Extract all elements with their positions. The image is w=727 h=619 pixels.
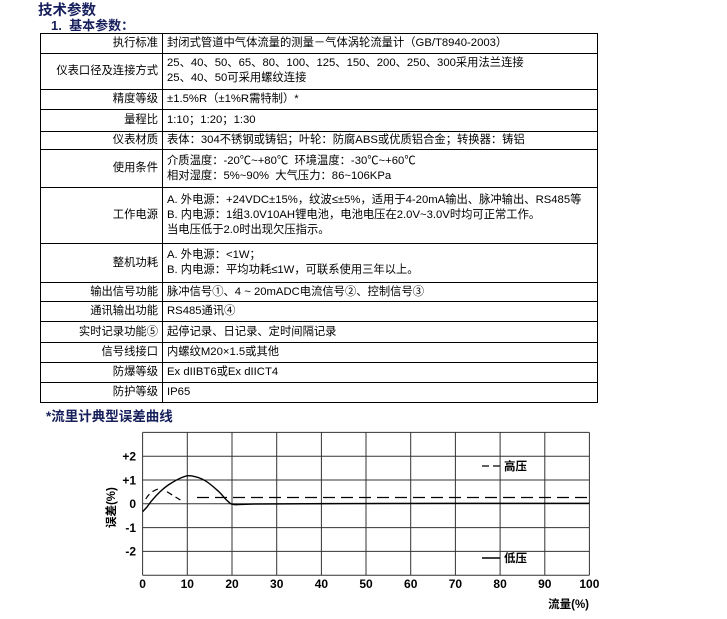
svg-text:90: 90 [538, 577, 552, 591]
svg-text:20: 20 [225, 577, 239, 591]
svg-text:0: 0 [129, 497, 136, 511]
svg-text:70: 70 [449, 577, 463, 591]
svg-text:-1: -1 [125, 521, 136, 535]
svg-text:60: 60 [404, 577, 418, 591]
svg-text:30: 30 [270, 577, 284, 591]
svg-text:40: 40 [315, 577, 329, 591]
svg-text:0: 0 [139, 577, 146, 591]
svg-text:+1: +1 [122, 473, 136, 487]
svg-text:+2: +2 [122, 450, 136, 464]
svg-text:50: 50 [359, 577, 373, 591]
svg-text:高压: 高压 [504, 459, 527, 473]
svg-text:误差(%): 误差(%) [104, 487, 118, 528]
svg-text:80: 80 [493, 577, 507, 591]
svg-text:流量(%): 流量(%) [548, 597, 589, 611]
svg-text:-2: -2 [125, 545, 136, 559]
svg-text:低压: 低压 [504, 551, 527, 565]
svg-text:100: 100 [579, 577, 599, 591]
svg-text:10: 10 [181, 577, 195, 591]
